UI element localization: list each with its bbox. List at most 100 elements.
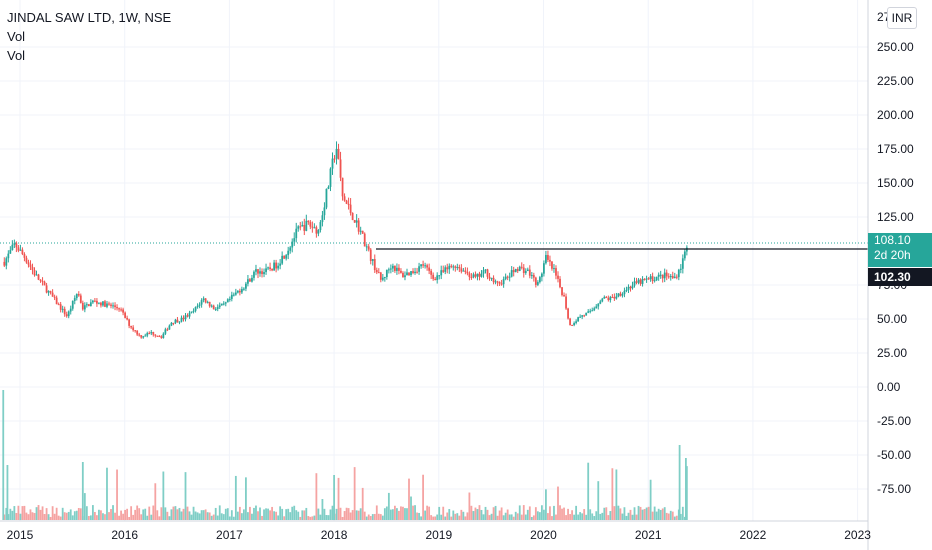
volume-bar: [106, 467, 108, 520]
volume-bar: [534, 507, 537, 520]
candle-body: [559, 278, 561, 288]
price-axis-label: 25.00: [877, 346, 907, 360]
volume-bar: [138, 508, 141, 520]
volume-bar: [617, 505, 620, 520]
candle-body: [249, 279, 251, 282]
volume-bar: [329, 509, 332, 520]
volume-bar: [216, 515, 219, 520]
candle-body: [651, 276, 654, 281]
volume-bar: [94, 512, 96, 520]
volume-bar: [166, 511, 169, 520]
volume-bar: [659, 509, 662, 520]
candle-body: [152, 332, 155, 335]
volume-bar: [57, 515, 60, 520]
candle-body: [287, 250, 290, 256]
candle-body: [7, 253, 10, 259]
candle-body: [122, 309, 124, 313]
candle-body: [234, 292, 237, 295]
volume-bar: [126, 508, 129, 520]
volume-bar: [3, 514, 6, 520]
candle-body: [51, 292, 54, 297]
candle-body: [136, 330, 139, 335]
volume-bar: [371, 514, 374, 520]
time-axis-label: 2023: [844, 528, 871, 542]
volume-bar: [200, 510, 203, 520]
candle-body: [363, 233, 366, 247]
volume-bar: [474, 507, 477, 520]
last-price-value: 108.10: [874, 233, 911, 247]
candle-body: [79, 295, 82, 303]
candle-body: [275, 262, 278, 269]
volume-bar: [426, 505, 429, 520]
volume-bar: [75, 510, 78, 520]
volume-bar: [678, 445, 681, 520]
volume-bar: [430, 515, 433, 520]
candle-body: [182, 317, 185, 320]
volume-indicator-label[interactable]: Vol: [7, 48, 26, 63]
candle-body: [17, 247, 20, 251]
volume-bar: [663, 507, 666, 520]
candle-body: [65, 314, 68, 317]
volume-bar: [412, 505, 414, 520]
candle-body: [134, 330, 137, 332]
volume-bar: [100, 510, 102, 520]
volume-bar: [480, 509, 483, 520]
candle-body: [9, 249, 12, 254]
volume-bar: [321, 499, 324, 520]
candle-body: [69, 308, 72, 312]
candle-body: [486, 269, 489, 277]
candle-body: [81, 302, 84, 310]
candle-body: [317, 230, 320, 234]
volume-bar: [389, 509, 392, 520]
price-axis-label: -25.00: [877, 414, 911, 428]
price-axis-label: 150.00: [877, 176, 914, 190]
candle-body: [444, 267, 447, 272]
candle-body: [124, 312, 127, 318]
symbol-title[interactable]: JINDAL SAW LTD, 1W, NSE: [7, 10, 172, 25]
currency-button[interactable]: INR: [887, 7, 917, 29]
time-axis-label: 2017: [216, 528, 243, 542]
volume-indicator-label[interactable]: Vol: [7, 29, 26, 44]
candle-body: [377, 272, 380, 274]
price-axis-label: 50.00: [877, 312, 907, 326]
candle-body: [220, 303, 223, 306]
candle-body: [271, 269, 273, 271]
candle-body: [543, 263, 545, 274]
volume-bar: [37, 505, 40, 520]
volume-bar: [498, 510, 501, 520]
volume-bar: [363, 511, 366, 520]
volume-bar: [178, 507, 181, 520]
volume-bar: [170, 509, 173, 520]
volume-bar: [623, 507, 626, 520]
volume-bar: [381, 515, 384, 520]
candle-body: [375, 270, 378, 273]
candle-body: [120, 309, 122, 311]
volume-bar: [59, 516, 62, 520]
candle-body: [605, 296, 608, 299]
volume-bar: [685, 466, 688, 520]
volume-bar: [494, 505, 497, 520]
candle-body: [238, 290, 241, 293]
candle-body: [224, 302, 227, 304]
volume-bar: [339, 507, 342, 520]
candle-body: [41, 280, 44, 282]
candle-body: [414, 271, 416, 273]
volume-bar: [577, 514, 580, 520]
candle-body: [526, 269, 529, 271]
volume-bar: [6, 465, 9, 520]
volume-bar: [83, 493, 86, 520]
candle-body: [416, 271, 418, 273]
time-axis-label: 2015: [7, 528, 34, 542]
candle-body: [263, 272, 265, 275]
volume-bar: [621, 513, 624, 520]
volume-bar: [526, 509, 529, 520]
candle-body: [379, 272, 382, 280]
volume-bar: [112, 505, 114, 520]
volume-bar: [39, 509, 42, 520]
volume-bar: [202, 510, 205, 520]
candle-body: [641, 278, 644, 284]
volume-bar: [180, 511, 183, 520]
price-axis-label: 0.00: [877, 380, 901, 394]
volume-bar: [130, 506, 133, 520]
